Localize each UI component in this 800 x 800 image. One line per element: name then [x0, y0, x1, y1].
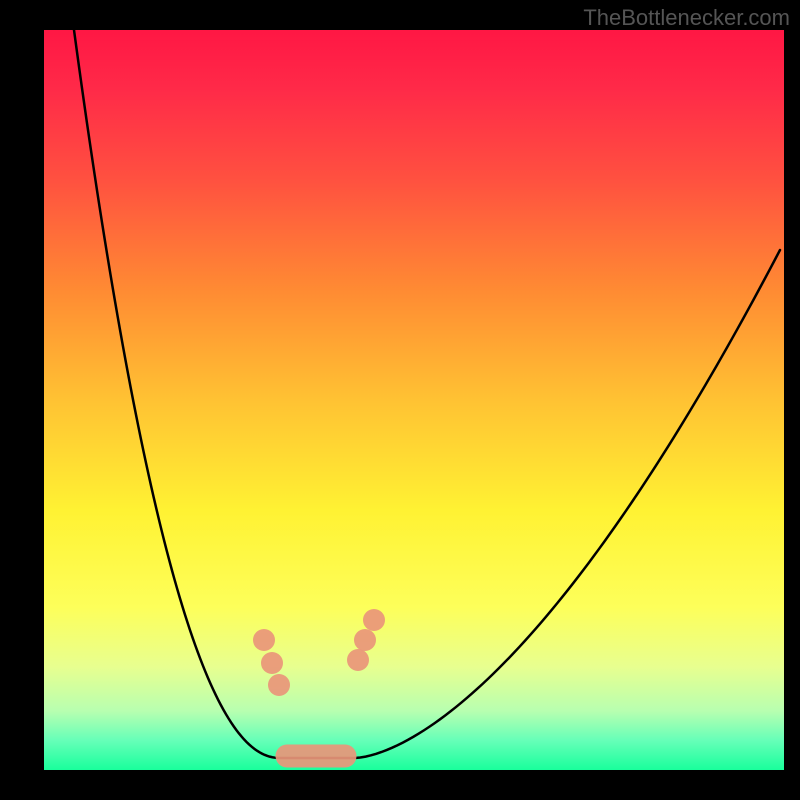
plot-background [44, 30, 784, 770]
marker-dot [347, 649, 369, 671]
watermark-text: TheBottlenecker.com [583, 5, 790, 31]
marker-dot [261, 652, 283, 674]
bottleneck-chart [0, 0, 800, 800]
marker-dot [354, 629, 376, 651]
marker-dot [363, 609, 385, 631]
marker-dot [268, 674, 290, 696]
marker-dot [253, 629, 275, 651]
